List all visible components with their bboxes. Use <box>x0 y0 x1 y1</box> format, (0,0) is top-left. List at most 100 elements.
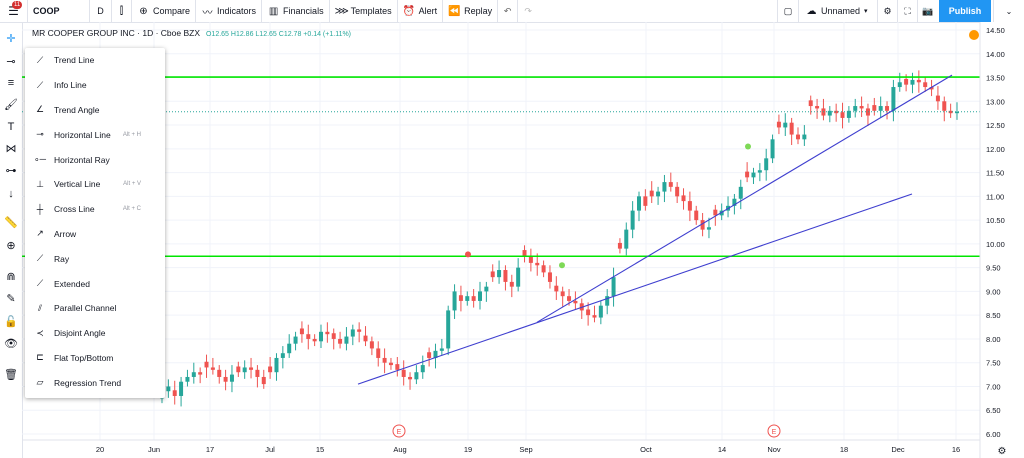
candle-body <box>923 82 928 88</box>
candle-body <box>446 310 451 349</box>
menu-item-extended-line[interactable]: ⟋ Extended <box>25 271 165 296</box>
earnings-marker-label: E <box>397 429 402 436</box>
indicators-label: Indicators <box>217 6 257 16</box>
menu-item-trend-line[interactable]: ⟋ Trend Line <box>25 48 165 73</box>
candle-body <box>478 291 482 301</box>
candle-body <box>719 210 724 216</box>
trend-line-icon: ⟋ <box>36 54 44 65</box>
chart-type-button[interactable]: ⫿ <box>112 0 132 22</box>
fullscreen-icon: ⛶ <box>904 5 911 16</box>
eye-icon[interactable]: 👁 <box>4 338 18 350</box>
menu-item-vertical-line[interactable]: ⊥ Vertical Line Alt + V <box>25 172 165 197</box>
split-marker <box>559 262 565 269</box>
candle-body <box>420 365 425 373</box>
menu-item-label: Cross Line <box>54 204 95 215</box>
candle-body <box>350 329 355 337</box>
time-tick-label: Sep <box>519 445 532 454</box>
candle-body <box>357 329 362 332</box>
arrow-down-icon[interactable]: ↓ <box>8 188 14 200</box>
price-tick-label: 8.00 <box>986 335 1001 344</box>
main-menu-button[interactable]: ☰ 11 <box>0 0 28 22</box>
undo-button[interactable]: ↶ <box>498 0 519 22</box>
channels-icon[interactable]: ≡ <box>7 77 15 89</box>
candle-body <box>700 220 705 230</box>
candle-body <box>885 106 890 111</box>
trend-line <box>357 193 913 385</box>
indicators-button[interactable]: 〰 Indicators <box>196 0 263 22</box>
candle-body <box>859 106 864 109</box>
text-icon[interactable]: T <box>7 121 15 133</box>
candle-body <box>827 110 832 116</box>
time-tick-label: 15 <box>316 445 324 454</box>
menu-item-cross-line[interactable]: ┼ Cross Line Alt + C <box>25 197 165 222</box>
candle-body <box>274 357 279 373</box>
candle-body <box>770 139 775 159</box>
alert-button[interactable]: ⏰ Alert <box>398 0 444 22</box>
candle-body <box>573 300 578 304</box>
price-tick-label: 10.00 <box>986 240 1005 249</box>
settings-button[interactable]: ⚙ <box>878 0 898 22</box>
price-tick-label: 8.50 <box>986 311 1001 320</box>
gear-icon: ⚙ <box>883 5 892 16</box>
publish-button[interactable]: Publish <box>939 0 991 22</box>
crosshair-icon[interactable]: ✛ <box>6 33 16 45</box>
menu-item-horizontal-line[interactable]: ⊸ Horizontal Line Alt + H <box>25 122 165 147</box>
candle-body <box>891 87 896 111</box>
ruler-icon[interactable]: 📏 <box>4 217 18 229</box>
zoom-in-icon[interactable]: ⊕ <box>6 240 16 252</box>
menu-item-arrow[interactable]: ↗ Arrow <box>25 222 165 247</box>
interval-button[interactable]: D <box>90 0 112 22</box>
magnet-icon[interactable]: ⋒ <box>6 271 16 283</box>
price-tick-label: 6.00 <box>986 430 1001 439</box>
candle-body <box>796 134 800 140</box>
menu-item-disjoint-angle[interactable]: ≺ Disjoint Angle <box>25 321 165 346</box>
menu-item-regression-trend[interactable]: ▱ Regression Trend <box>25 370 165 395</box>
more-menu-button[interactable]: ⌄ <box>993 0 1024 22</box>
candle-body <box>751 172 756 178</box>
redo-button[interactable]: ↷ <box>518 0 538 22</box>
menu-item-label: Flat Top/Bottom <box>54 352 114 363</box>
candle-body <box>910 79 915 85</box>
menu-item-parallel-channel[interactable]: ⫽ Parallel Channel <box>25 296 165 321</box>
brush-icon[interactable]: 🖌 <box>4 99 18 111</box>
forecast-icon[interactable]: ⊶ <box>5 165 17 177</box>
candle-body <box>846 110 851 118</box>
candle-body <box>191 372 196 377</box>
menu-item-flat-top-bottom[interactable]: ⊏ Flat Top/Bottom <box>25 346 165 371</box>
candle-body <box>757 170 762 173</box>
chart-grid <box>22 22 980 440</box>
candle-body <box>229 374 234 382</box>
menu-item-horizontal-ray[interactable]: ∘─ Horizontal Ray <box>25 147 165 172</box>
fullscreen-button[interactable]: ⛶ <box>898 0 918 22</box>
menu-item-info-line[interactable]: ⟋ Info Line <box>25 73 165 98</box>
save-layout-button[interactable]: ☁ Unnamed ▾ <box>800 0 878 22</box>
layout-selector-button[interactable]: ▢ <box>777 0 799 22</box>
candle-body <box>872 105 877 111</box>
earnings-marker <box>392 424 406 438</box>
pattern-icon[interactable]: ⋈ <box>5 143 17 155</box>
price-chart[interactable]: 13.519.7412.78EE 14.5014.0013.5013.0012.… <box>22 22 1024 458</box>
financials-button[interactable]: ▥ Financials <box>262 0 330 22</box>
candle-body <box>280 353 285 358</box>
disjoint-angle-icon: ≺ <box>36 327 44 338</box>
price-tick-label: 11.00 <box>986 192 1004 201</box>
candle-body <box>611 277 616 297</box>
candle-body <box>503 270 508 282</box>
pencil-lock-icon[interactable]: ✎ <box>6 293 16 305</box>
candle-body <box>223 376 228 382</box>
horizontal-line-tool-icon[interactable]: ⊸ <box>6 56 16 68</box>
time-tick-label: 18 <box>840 445 848 454</box>
trash-icon[interactable]: 🗑 <box>4 369 18 381</box>
candle-body <box>547 272 552 282</box>
templates-button[interactable]: ⋙ Templates <box>330 0 398 22</box>
undo-icon: ↶ <box>503 5 512 16</box>
candle-body <box>560 291 565 297</box>
compare-button[interactable]: ⊕ Compare <box>132 0 197 22</box>
symbol-search-button[interactable]: COOP <box>28 0 90 22</box>
menu-item-trend-angle[interactable]: ∠ Trend Angle <box>25 98 165 123</box>
snapshot-button[interactable]: 📷 <box>918 0 938 22</box>
candles-layer <box>160 70 959 407</box>
menu-item-ray[interactable]: ⟋ Ray <box>25 246 165 271</box>
replay-button[interactable]: ⏪ Replay <box>443 0 499 22</box>
lock-icon[interactable]: 🔓 <box>4 316 18 328</box>
